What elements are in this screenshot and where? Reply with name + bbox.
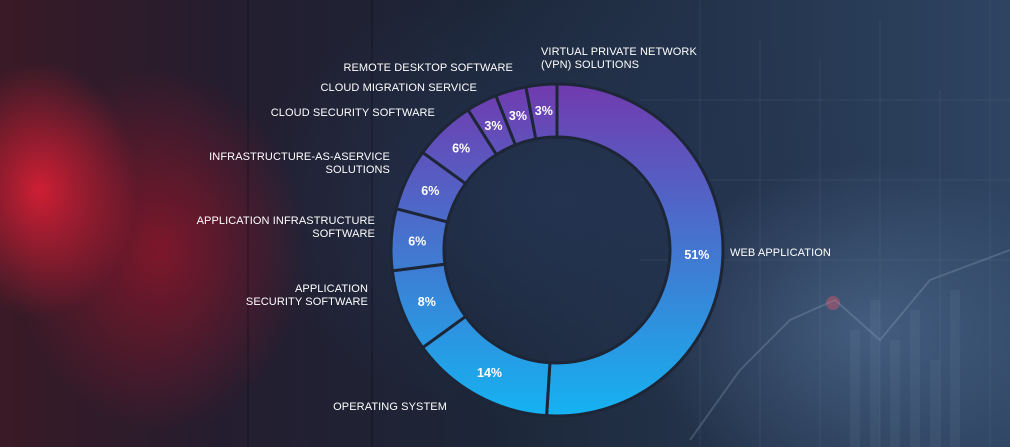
slice-value-label: 6% xyxy=(421,184,439,198)
slice-category-label: OPERATING SYSTEM xyxy=(333,401,447,413)
slice-category-label: CLOUD MIGRATION SERVICE xyxy=(320,82,477,94)
slice-category-label: CLOUD SECURITY SOFTWARE xyxy=(271,107,435,119)
slice-value-label: 6% xyxy=(408,235,426,249)
slice-category-label: APPLICATION SECURITY SOFTWARE xyxy=(246,283,368,308)
slice-value-label: 3% xyxy=(535,104,553,118)
slice-category-label: VIRTUAL PRIVATE NETWORK (VPN) SOLUTIONS xyxy=(541,46,697,71)
donut-category-labels: WEB APPLICATION OPERATING SYSTEM APPLICATI… xyxy=(197,46,831,413)
slice-value-label: 3% xyxy=(484,119,502,133)
slice-category-label: INFRASTRUCTURE-AS-ASERVICE SOLUTIONS xyxy=(209,151,390,176)
slice-category-label: APPLICATION INFRASTRUCTURE SOFTWARE xyxy=(197,215,375,240)
slice-web-application xyxy=(544,82,725,418)
slice-value-label: 14% xyxy=(477,366,502,380)
donut-value-labels: 51% 14% 8% 6% 6% 6% 3% 3% 3% xyxy=(408,104,709,380)
slice-virtual-private-network-vpn-solutions xyxy=(524,82,559,141)
slice-value-label: 6% xyxy=(452,141,470,155)
slice-category-label: REMOTE DESKTOP SOFTWARE xyxy=(343,62,513,74)
donut-segments xyxy=(389,82,725,418)
slice-value-label: 8% xyxy=(418,295,436,309)
slice-value-label: 51% xyxy=(684,248,709,262)
slice-value-label: 3% xyxy=(509,109,527,123)
slice-category-label: WEB APPLICATION xyxy=(730,247,831,259)
